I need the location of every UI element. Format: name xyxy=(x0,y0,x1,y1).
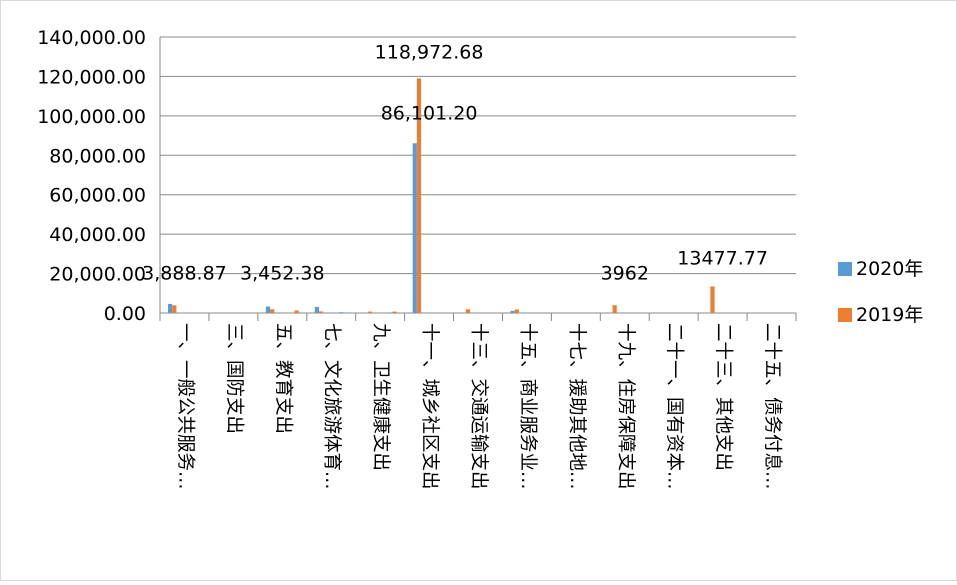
bar-2020 xyxy=(388,312,393,313)
bar-2019 xyxy=(612,305,617,313)
bar-2020 xyxy=(168,303,173,313)
data-label: 3962 xyxy=(601,263,649,285)
data-label: 3,888.87 xyxy=(142,263,227,285)
bar-2020 xyxy=(314,306,319,313)
legend-swatch xyxy=(838,308,852,322)
y-tick-label: 120,000.00 xyxy=(37,66,146,88)
y-tick-label: 60,000.00 xyxy=(49,185,146,207)
x-category-label: 一、一般公共服务… xyxy=(174,323,195,490)
bar-2019 xyxy=(270,309,275,313)
bar-2020 xyxy=(412,143,417,313)
y-tick-label: 140,000.00 xyxy=(37,27,146,49)
x-category-label: 十一、城乡社区支出 xyxy=(419,323,440,490)
bar-2019 xyxy=(367,311,373,313)
x-category-label: 十九、住房保障支出 xyxy=(615,323,636,490)
bar-2019 xyxy=(172,305,177,313)
bar-2019 xyxy=(392,311,397,313)
data-label: 118,972.68 xyxy=(375,41,484,63)
y-tick-label: 80,000.00 xyxy=(49,145,146,167)
x-category-label: 十七、援助其他地… xyxy=(566,323,587,490)
x-category-label: 十五、商业服务业… xyxy=(517,323,538,490)
legend-label: 2019年 xyxy=(856,304,923,326)
bar-2019 xyxy=(514,309,519,313)
x-category-label: 五、教育支出 xyxy=(272,323,293,434)
data-labels: 3,888.87 3,452.38 86,101.20 118,972.68 3962 1… xyxy=(142,41,768,284)
x-category-label: 二十一、国有资本… xyxy=(664,323,685,490)
x-category-label: 九、卫生健康支出 xyxy=(370,323,391,471)
y-tick-label: 0.00 xyxy=(104,303,146,325)
x-category-label: 三、国防支出 xyxy=(223,323,244,434)
bar-2020 xyxy=(265,306,271,313)
axes: 0.00 20,000.00 40,000.00 60,000.00 80,000.00… xyxy=(37,27,797,490)
legend-label: 2020年 xyxy=(856,258,923,280)
bars xyxy=(168,78,715,313)
bar-2019 xyxy=(710,286,715,313)
data-label: 13477.77 xyxy=(677,248,768,270)
bar-2019 xyxy=(416,78,422,313)
bar-2019 xyxy=(319,311,324,313)
data-label: 86,101.20 xyxy=(381,102,478,124)
x-category-label: 二十三、其他支出 xyxy=(713,323,734,471)
x-category-label: 十三、交通运输支出 xyxy=(468,323,489,490)
x-category-label: 七、文化旅游体育… xyxy=(321,323,342,490)
bar-2019 xyxy=(294,310,299,313)
y-tick-label: 40,000.00 xyxy=(49,224,146,246)
bar-2020 xyxy=(339,312,344,313)
legend: 2020年 2019年 xyxy=(838,258,923,326)
legend-swatch xyxy=(838,262,852,276)
x-category-label: 二十五、债务付息… xyxy=(762,323,783,490)
data-label: 3,452.38 xyxy=(240,263,325,285)
bar-2020 xyxy=(510,310,515,313)
bar-2019 xyxy=(465,309,470,313)
y-tick-label: 100,000.00 xyxy=(37,106,146,128)
y-tick-label: 20,000.00 xyxy=(49,264,146,286)
